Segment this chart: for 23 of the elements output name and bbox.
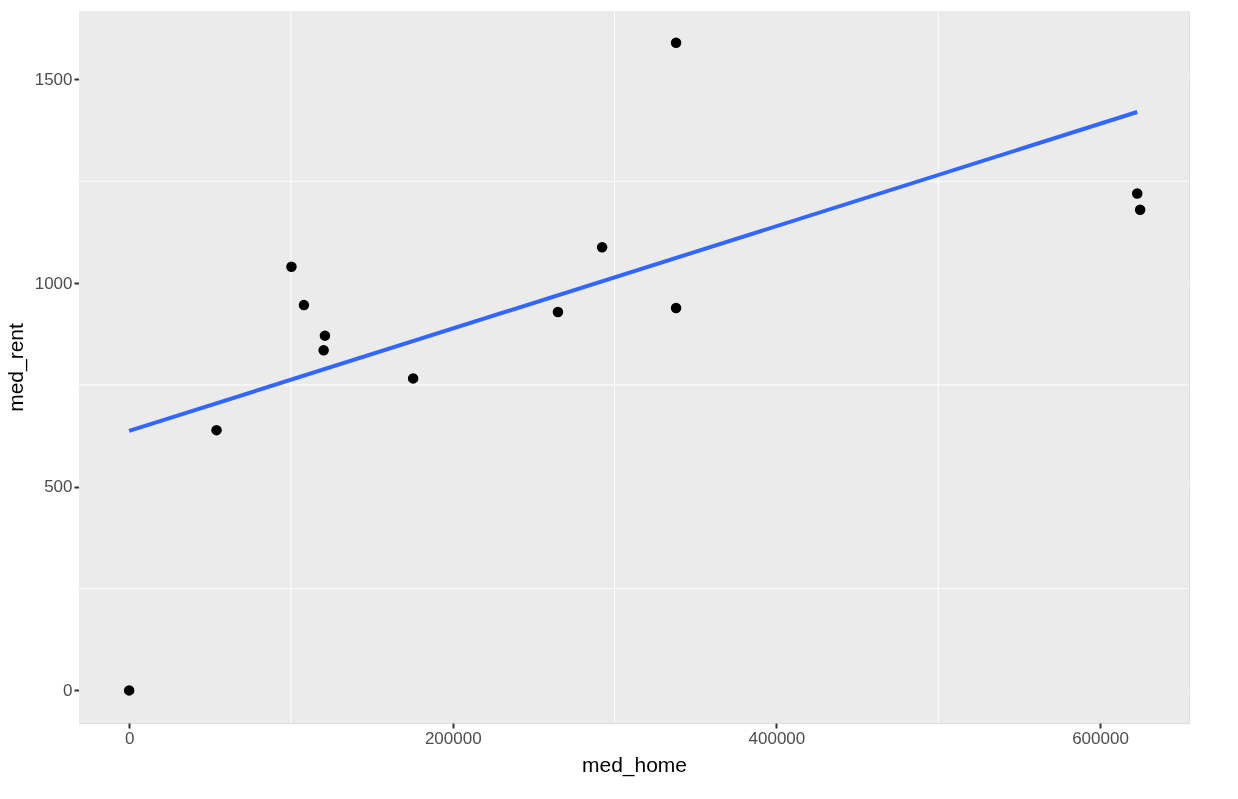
point xyxy=(670,302,682,314)
y-axis-title: med_rent xyxy=(3,322,28,412)
y-tick-label: 500 xyxy=(44,477,73,497)
point xyxy=(1131,188,1143,199)
point xyxy=(1134,204,1146,216)
point xyxy=(596,242,608,253)
y-tick-label: 1500 xyxy=(34,69,73,89)
x-tick-label: 400000 xyxy=(748,728,806,748)
x-tick-label: 600000 xyxy=(1072,728,1129,748)
y-tick-label: 0 xyxy=(63,680,73,700)
x-tick-label: 200000 xyxy=(424,728,482,748)
x-axis-title: med_home xyxy=(581,752,688,777)
point xyxy=(211,424,222,436)
point xyxy=(670,37,682,48)
point xyxy=(318,345,329,356)
point xyxy=(319,330,331,341)
point xyxy=(298,299,310,311)
x-tick-label: 0 xyxy=(124,728,135,748)
y-tick-label: 1000 xyxy=(34,273,73,293)
point xyxy=(123,685,135,696)
point xyxy=(407,373,419,384)
point xyxy=(552,306,564,318)
point xyxy=(286,261,297,273)
